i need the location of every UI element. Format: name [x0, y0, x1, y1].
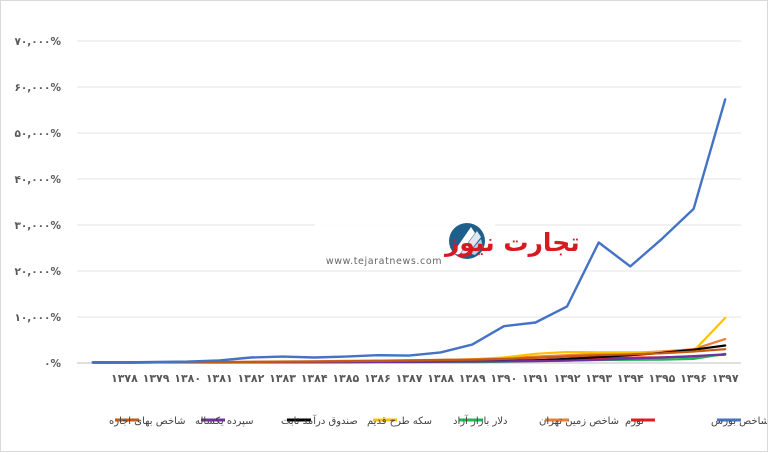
- y-axis-tick-labels: ۰% ۱۰,۰۰۰% ۲۰,۰۰۰% ۳۰,۰۰۰% ۴۰,۰۰۰% ۵۰,۰۰۰% ۶۰,…: [14, 36, 61, 370]
- legend-label: صندوق درآمد ثابت: [281, 414, 358, 427]
- x-tick-label: ۱۳۸۶: [364, 372, 391, 385]
- legend-label: شاخص بورس: [711, 416, 767, 427]
- watermark-brand: تجارت نیوز: [443, 228, 580, 258]
- x-tick-label: ۱۳۹۴: [617, 372, 644, 385]
- y-tick-label: ۴۰,۰۰۰%: [14, 174, 61, 186]
- legend: شاخص بورس تورم شاخص زمین تهران دلار بازار آ…: [109, 414, 768, 427]
- x-tick-label: ۱۳۷۸: [111, 372, 138, 385]
- y-tick-label: ۶۰,۰۰۰%: [14, 82, 61, 94]
- watermark-logo: تجارت نیوز www.tejaratnews.com: [315, 213, 580, 269]
- series-lines: [91, 98, 727, 364]
- legend-label: سکه طرح قدیم: [367, 416, 432, 427]
- x-tick-label: ۱۳۸۱: [206, 372, 233, 385]
- y-tick-label: ۱۰,۰۰۰%: [14, 312, 61, 324]
- tejaratnews-logo-icon: [449, 223, 485, 259]
- y-tick-label: ۵۰,۰۰۰%: [14, 128, 61, 140]
- x-axis-tick-labels: ۱۳۷۸ ۱۳۷۹ ۱۳۸۰ ۱۳۸۱ ۱۳۸۲ ۱۳۸۳ ۱۳۸۴ ۱۳۸۵ ۱۳۸۶ ۱۳۸۷…: [111, 372, 739, 385]
- watermark-background: [315, 213, 495, 269]
- x-tick-label: ۱۳۹۵: [649, 372, 676, 385]
- x-tick-label: ۱۳۸۲: [237, 372, 264, 385]
- x-tick-label: ۱۳۸۴: [301, 372, 328, 385]
- watermark-url: www.tejaratnews.com: [326, 256, 442, 267]
- x-tick-label: ۱۳۹۰: [490, 372, 517, 385]
- y-tick-label: ۲۰,۰۰۰%: [14, 266, 61, 278]
- x-tick-label: ۱۳۸۳: [269, 372, 296, 385]
- series-line-0: [91, 98, 727, 364]
- x-tick-label: ۱۳۹۶: [680, 372, 707, 385]
- gridlines: [77, 40, 741, 364]
- x-tick-label: ۱۳۹۷: [712, 372, 739, 385]
- legend-label: شاخص بهای اجاره: [109, 416, 186, 427]
- y-tick-label: ۰%: [44, 358, 61, 370]
- legend-label: شاخص زمین تهران: [539, 416, 619, 427]
- x-tick-label: ۱۳۹۱: [522, 372, 549, 385]
- y-tick-label: ۳۰,۰۰۰%: [14, 220, 61, 232]
- legend-label: دلار بازار آزاد: [453, 414, 507, 427]
- x-tick-label: ۱۳۷۹: [143, 372, 170, 385]
- y-tick-label: ۷۰,۰۰۰%: [14, 36, 61, 48]
- x-tick-label: ۱۳۸۹: [459, 372, 486, 385]
- legend-label: سپرده یکساله: [195, 416, 253, 427]
- legend-label: تورم: [625, 416, 644, 427]
- x-tick-label: ۱۳۹۳: [585, 372, 612, 385]
- x-tick-label: ۱۳۸۷: [396, 372, 423, 385]
- x-tick-label: ۱۳۹۲: [554, 372, 581, 385]
- x-tick-label: ۱۳۸۰: [174, 372, 201, 385]
- x-tick-label: ۱۳۸۵: [332, 372, 359, 385]
- x-tick-label: ۱۳۸۸: [427, 372, 454, 385]
